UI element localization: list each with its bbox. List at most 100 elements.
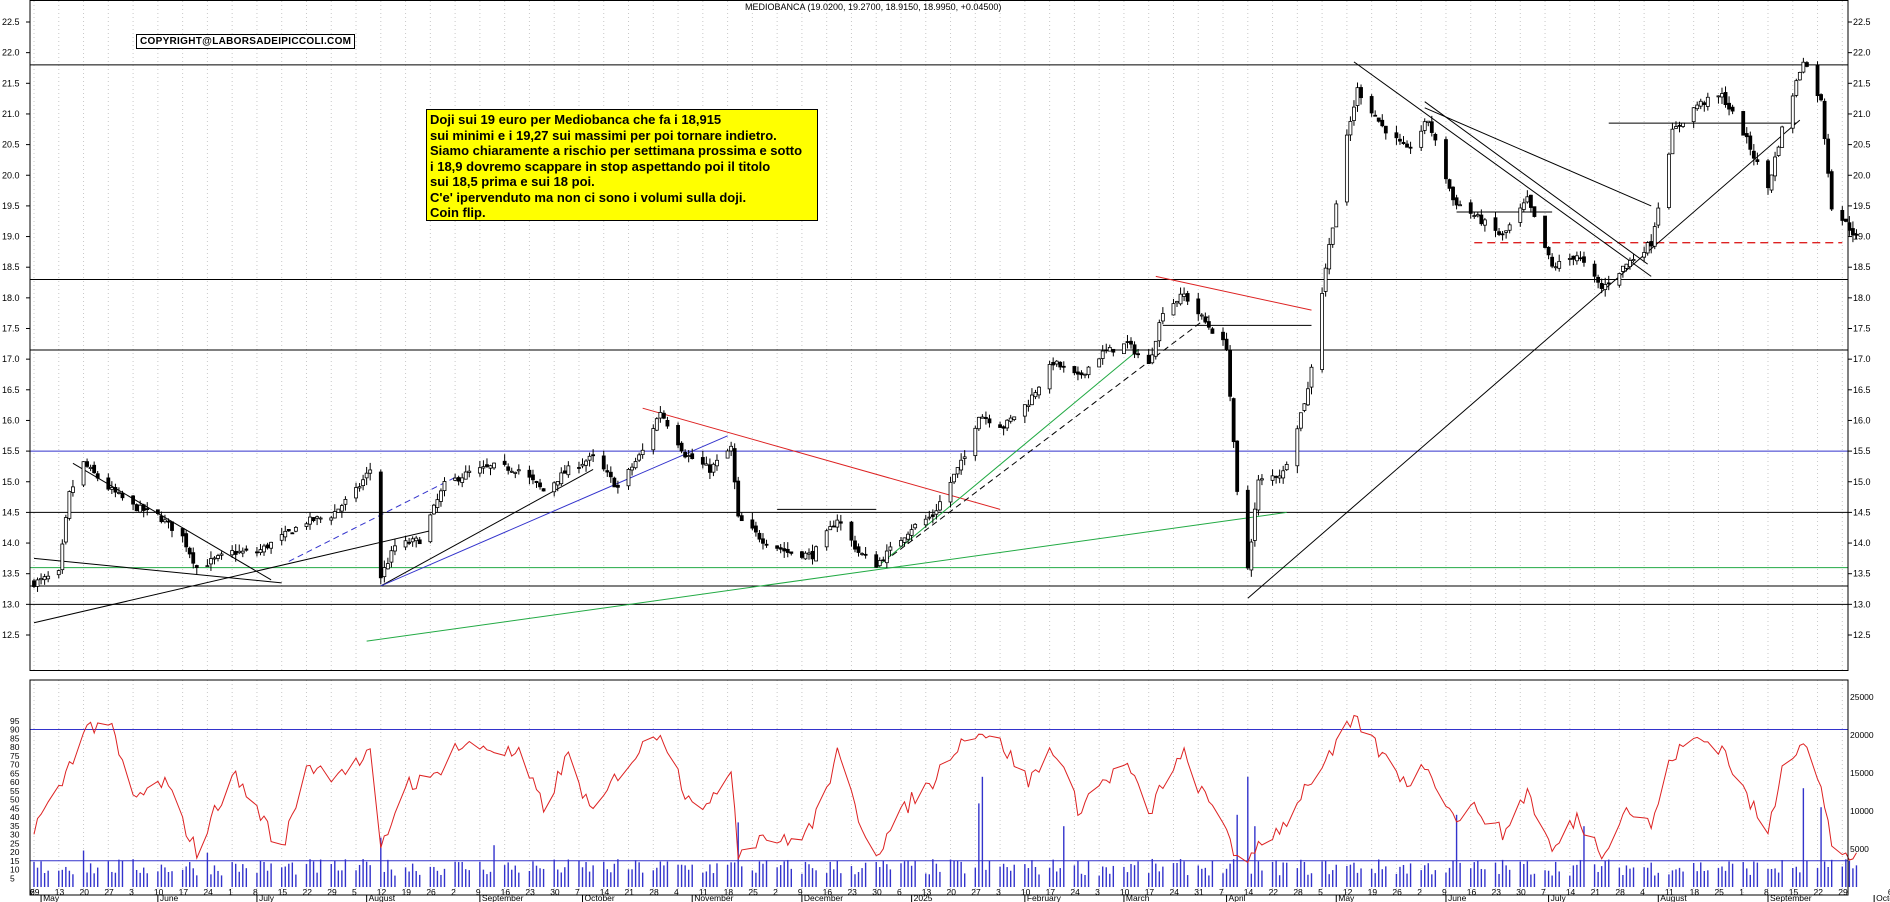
candle-body [527,469,532,478]
indicator-tick-label: 30 [10,830,20,840]
candle-body [1260,478,1264,481]
candle-body [1249,541,1254,571]
candle-body [1447,179,1452,189]
candle-body [1284,464,1289,471]
x-day-tick-label: 9 [798,887,803,897]
candle-body [814,546,818,562]
candle-body [1472,215,1477,217]
indicator-tick-label: 5 [10,873,15,883]
x-day-tick-label: 30 [550,887,560,897]
candle-body [286,529,291,532]
candle-body [1221,331,1225,341]
trendline [380,469,594,587]
candle-body [1723,92,1728,106]
x-day-tick-label: 10 [1120,887,1130,897]
candle-body [608,471,613,478]
candle-body [1422,121,1427,131]
x-day-tick-label: 24 [1070,887,1080,897]
candle-body [1153,340,1158,357]
candle-body [789,551,794,554]
candle-body [881,559,886,562]
candle-body [711,463,716,473]
candle-body [1005,419,1010,429]
candle-body [435,499,440,508]
x-day-tick-label: 8 [1764,887,1769,897]
candle-body [913,523,918,529]
candle-body [488,465,493,469]
x-day-tick-label: 16 [501,887,511,897]
indicator-panel-frame [29,679,1849,896]
candle-body [403,540,408,548]
candle-body [460,477,465,483]
price-tick-label: 14.5 [1853,507,1871,517]
candle-body [1330,227,1335,245]
trendline [380,435,728,587]
horizontal-levels [30,64,1848,862]
candle-body [1231,398,1236,443]
chart-title: MEDIOBANCA (19.0200, 19.2700, 18.9150, 1… [745,2,1001,12]
candle-body [159,515,164,523]
x-month-label: March [1126,893,1150,902]
candle-body [428,514,433,543]
price-tick-label: 15.0 [2,477,20,487]
candle-body [630,466,634,471]
candle-body [736,480,741,517]
candle-body [1617,273,1622,286]
x-month-label: August [1660,893,1687,902]
candle-body [1157,322,1162,342]
candle-body [1624,263,1629,269]
x-day-tick-label: 28 [1615,887,1625,897]
indicator-tick-label: 95 [10,716,20,726]
candle-body [1773,156,1777,177]
candle-body [1047,364,1052,390]
candle-body [976,416,981,430]
candle-body [980,416,985,419]
candle-body [984,417,988,419]
x-day-tick-label: 6 [30,887,35,897]
x-month-label: October [585,893,615,902]
indicator-tick-label: 80 [10,742,20,752]
x-month-label: September [1770,893,1812,902]
price-tick-label: 15.5 [1853,446,1871,456]
candle-body [1224,338,1229,351]
candle-body [230,550,235,556]
x-day-tick-label: 14 [1244,887,1254,897]
candle-body [955,467,960,475]
price-tick-label: 20.5 [2,140,20,150]
candle-body [923,518,928,526]
x-month-label: September [482,893,524,902]
x-day-tick-label: 25 [748,887,758,897]
volume-tick-label: 10000 [1850,806,1874,816]
candle-body [1107,347,1112,352]
candle-body [1376,117,1381,122]
candle-body [633,461,638,469]
candle-body [1727,102,1731,110]
trendline [1353,61,1652,277]
x-day-tick-label: 29 [327,887,337,897]
indicator-tick-label: 90 [10,725,20,735]
candle-body [1398,138,1402,142]
candle-body [1281,470,1286,479]
candle-body [516,469,521,472]
x-day-tick-label: 22 [1269,887,1279,897]
candle-body [934,510,939,515]
candle-body [708,464,712,473]
price-tick-label: 17.0 [1853,354,1871,364]
candle-body [81,461,86,486]
candle-body [1840,210,1845,221]
candle-body [1645,242,1650,254]
x-day-tick-label: 31 [1194,887,1204,897]
x-month-label: November [694,893,733,902]
indicator-tick-label: 40 [10,812,20,822]
candle-body [739,515,744,522]
price-tick-label: 22.0 [1853,48,1871,58]
candle-body [166,520,171,523]
candle-body [442,481,447,492]
candle-body [410,538,415,543]
x-day-tick-label: 21 [1591,887,1601,897]
candle-body [1306,388,1310,406]
price-tick-label: 13.0 [1853,599,1871,609]
candle-body [1072,366,1077,374]
candle-body [1468,202,1473,214]
